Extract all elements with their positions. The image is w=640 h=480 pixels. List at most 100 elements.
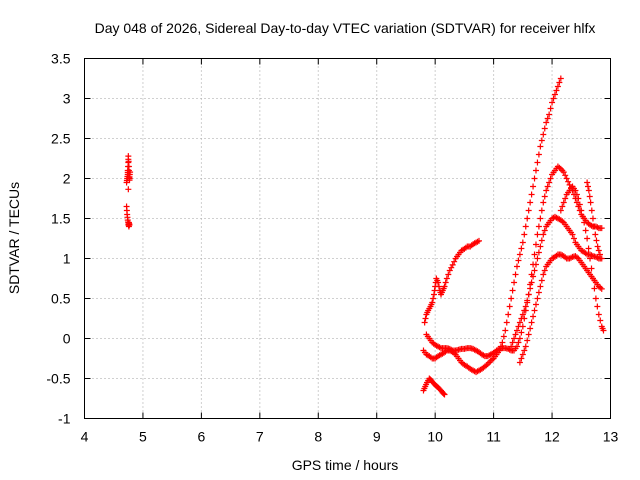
data-point: [125, 186, 132, 193]
data-point: [535, 289, 542, 296]
data-point: [476, 237, 482, 244]
data-point: [519, 351, 526, 358]
data-point: [448, 264, 455, 271]
x-tick-label: 10: [427, 429, 443, 445]
data-point: [540, 231, 547, 238]
data-point: [511, 279, 518, 286]
data-point: [506, 303, 513, 310]
x-tick-label: 4: [81, 429, 89, 445]
data-point: [584, 179, 591, 186]
x-axis-label: GPS time / hours: [292, 457, 399, 473]
data-point: [528, 319, 535, 326]
data-point: [525, 291, 532, 298]
data-point: [546, 179, 553, 186]
data-point: [569, 231, 576, 238]
data-point: [565, 178, 572, 185]
x-tick-label: 12: [544, 429, 560, 445]
data-point: [591, 223, 598, 230]
y-tick-label: 1.5: [51, 211, 71, 227]
data-point: [541, 267, 548, 274]
data-point: [521, 307, 528, 314]
data-point: [125, 158, 132, 165]
axis-ticks: 4 5 6 7 8 9 10 11 12 13 -1 -0.5 0 0.5 1 1.5 2 2.5 3 3.5: [46, 51, 618, 445]
data-point: [512, 271, 519, 278]
x-tick-label: 7: [256, 429, 264, 445]
data-point: [584, 183, 591, 190]
data-point: [547, 105, 554, 112]
data-point: [537, 243, 544, 250]
data-point: [537, 283, 544, 290]
data-point: [595, 311, 602, 318]
data-point: [528, 191, 535, 198]
data-point: [600, 327, 607, 334]
data-point: [550, 95, 557, 102]
data-point: [519, 311, 526, 318]
data-point: [556, 164, 563, 171]
data-point: [578, 207, 585, 214]
data-point: [531, 267, 538, 274]
data-point: [572, 187, 579, 194]
data-point: [575, 195, 582, 202]
y-tick-label: 2.5: [51, 131, 71, 147]
data-point: [589, 215, 596, 222]
data-point: [515, 323, 522, 330]
data-point: [521, 231, 528, 238]
data-point: [541, 193, 548, 200]
data-point: [530, 273, 537, 280]
data-point: [544, 183, 551, 190]
data-point: [516, 359, 523, 366]
y-tick-label: 0: [63, 331, 71, 347]
chart-title: Day 048 of 2026, Sidereal Day-to-day VTE…: [95, 20, 596, 36]
data-point: [553, 87, 560, 94]
data-point: [598, 225, 605, 232]
y-tick-label: -1: [58, 411, 71, 427]
data-point: [513, 327, 520, 334]
data-point: [540, 271, 547, 278]
data-point: [581, 219, 588, 226]
data-point: [591, 285, 598, 292]
data-point: [435, 279, 442, 286]
data-point: [441, 283, 448, 290]
data-point: [537, 143, 544, 150]
data-point: [528, 279, 535, 286]
data-point: [547, 175, 554, 182]
data-point: [429, 299, 436, 306]
data-point: [511, 335, 518, 342]
data-point: [593, 237, 600, 244]
data-point: [579, 213, 586, 220]
data-point: [534, 255, 541, 262]
data-point: [588, 265, 595, 272]
data-point: [518, 355, 525, 362]
data-point: [554, 83, 561, 90]
data-point: [489, 356, 496, 363]
data-point: [534, 159, 541, 166]
y-tick-label: 0.5: [51, 291, 71, 307]
data-point: [584, 235, 591, 242]
data-point: [587, 199, 594, 206]
data-point: [589, 275, 596, 282]
data-point: [525, 331, 532, 338]
data-point: [531, 175, 538, 182]
data-point: [502, 327, 509, 334]
data-point: [543, 119, 550, 126]
data-point: [541, 227, 548, 234]
y-tick-label: 3: [63, 91, 71, 107]
data-point: [598, 285, 605, 292]
data-point: [538, 277, 545, 284]
data-point: [549, 99, 556, 106]
data-point: [516, 251, 523, 258]
data-point: [532, 241, 539, 248]
data-point: [127, 169, 134, 176]
data-point: [543, 187, 550, 194]
data-point: [512, 331, 519, 338]
data-point: [587, 255, 594, 262]
data-point: [441, 391, 448, 398]
data-point: [576, 201, 583, 208]
data-point: [449, 261, 456, 268]
data-point: [518, 315, 525, 322]
data-point: [445, 271, 452, 278]
data-point: [594, 303, 601, 310]
data-point: [499, 339, 506, 346]
y-tick-label: 2: [63, 171, 71, 187]
data-point: [530, 313, 537, 320]
